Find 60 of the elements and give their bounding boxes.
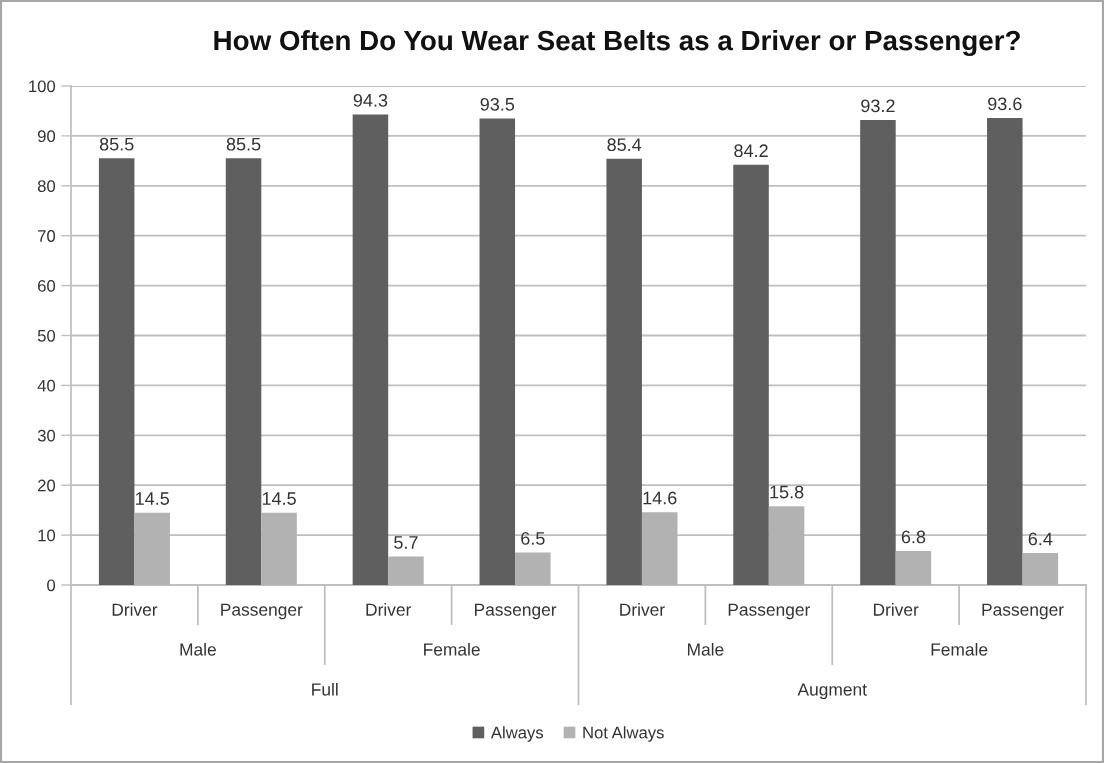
- y-tick-label: 30: [37, 429, 56, 442]
- text: Female: [931, 642, 988, 656]
- data-label: 94.3: [353, 93, 388, 107]
- legend-label: Not Always: [583, 726, 664, 742]
- bar: [388, 556, 424, 585]
- data-label: 84.2: [734, 144, 768, 158]
- y-tick-label: 80: [37, 180, 56, 192]
- text: Male: [180, 642, 216, 656]
- data-label: 6.4: [1028, 532, 1053, 546]
- bar: [860, 119, 896, 585]
- bar: [98, 158, 135, 585]
- data-label: 93.2: [861, 99, 895, 113]
- x-tick-label: Passenger: [474, 603, 557, 620]
- y-tick-label: 60: [38, 280, 56, 292]
- y-tick-label: 20: [38, 479, 56, 492]
- y-tick-label: 100: [29, 80, 56, 93]
- bar: [515, 552, 551, 585]
- x-tick-label: Driver: [873, 603, 919, 616]
- text: Female: [424, 642, 480, 656]
- bar: [768, 506, 805, 585]
- data-label: 14.5: [136, 492, 170, 505]
- bar: [987, 117, 1023, 585]
- y-tick-label: 50: [37, 329, 56, 342]
- data-label: 93.6: [988, 97, 1022, 111]
- bar: [606, 158, 642, 585]
- bar: [1022, 553, 1059, 585]
- bar: [261, 512, 297, 585]
- data-label: 15.8: [770, 485, 804, 499]
- text: Full: [312, 682, 338, 696]
- bar: [895, 551, 932, 585]
- y-tick-label: 0: [47, 579, 56, 592]
- data-label: 85.5: [226, 137, 261, 151]
- bar: [225, 158, 262, 585]
- x-tick-label: Driver: [366, 603, 412, 616]
- bar: [733, 164, 769, 585]
- data-label: 5.7: [394, 536, 418, 549]
- x-tick-label: Passenger: [221, 603, 303, 620]
- text: Male: [687, 642, 724, 656]
- bar: [134, 512, 170, 585]
- x-tick-label: Driver: [112, 603, 158, 616]
- data-label: 6.5: [521, 532, 545, 545]
- data-label: 6.8: [901, 530, 926, 544]
- bar: [479, 118, 516, 585]
- data-label: 85.4: [607, 138, 642, 152]
- bar: [641, 512, 678, 585]
- data-label: 14.5: [262, 492, 296, 505]
- data-label: 85.5: [99, 137, 134, 151]
- data-label: 93.5: [480, 97, 515, 111]
- x-tick-label: Passenger: [728, 603, 811, 620]
- x-tick-label: Driver: [620, 603, 665, 616]
- text: Augment: [797, 683, 867, 700]
- data-label: 14.6: [643, 491, 677, 505]
- legend-label: Always: [490, 726, 544, 742]
- y-tick-label: 10: [38, 529, 56, 542]
- x-tick-label: Passenger: [982, 603, 1064, 620]
- y-tick-label: 40: [37, 379, 56, 392]
- y-tick-label: 90: [37, 130, 56, 143]
- chart-title: How Often Do You Wear Seat Belts as a Driver or Passenger?: [214, 29, 1020, 57]
- bar: [352, 114, 389, 585]
- y-tick-label: 70: [38, 230, 56, 242]
